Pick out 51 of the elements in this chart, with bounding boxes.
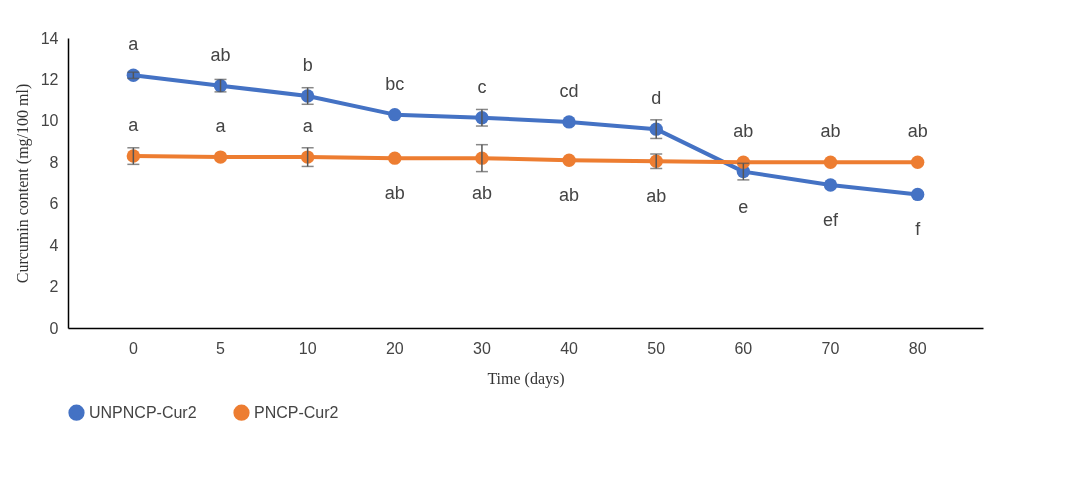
annotation: ab — [733, 121, 754, 142]
point — [388, 107, 402, 122]
annotation: ef — [822, 210, 839, 231]
legend-label: PNCP-Cur2 — [254, 403, 339, 421]
annotation: a — [215, 116, 227, 137]
annotation: a — [128, 115, 140, 136]
annotation: b — [302, 55, 313, 75]
point — [562, 153, 576, 167]
annotation: ab — [907, 121, 928, 142]
x-axis-title: Time (days) — [487, 369, 565, 388]
annotation: ab — [820, 121, 841, 142]
y-tick-label: 6 — [49, 195, 59, 213]
annotation: ab — [384, 183, 405, 204]
x-tick-label: 30 — [473, 339, 491, 357]
annotation: ab — [559, 185, 580, 206]
point — [823, 155, 838, 169]
x-tick-label: 0 — [128, 339, 138, 357]
x-tick-label: 50 — [647, 339, 666, 357]
x-tick-label: 10 — [298, 339, 317, 357]
annotation: f — [915, 219, 922, 240]
annotation: cd — [559, 80, 579, 101]
annotation: bc — [385, 73, 405, 94]
point — [388, 151, 402, 165]
y-axis-title: Curcumin content (mg/100 ml) — [13, 83, 32, 284]
x-tick-label: 80 — [908, 339, 927, 357]
legend-label: UNPNCP-Cur2 — [89, 403, 197, 421]
point — [910, 187, 925, 202]
x-tick-label: 20 — [385, 339, 404, 357]
y-tick-label: 14 — [40, 29, 59, 47]
y-tick-label: 2 — [49, 278, 59, 296]
annotation: d — [651, 88, 662, 109]
x-tick-label: 70 — [821, 339, 840, 357]
annotation: ab — [646, 186, 667, 207]
x-tick-label: 60 — [734, 339, 753, 357]
y-tick-label: 10 — [40, 112, 59, 130]
y-tick-label: 4 — [49, 236, 59, 254]
point — [213, 150, 228, 164]
annotation: a — [128, 34, 140, 55]
x-tick-label: 40 — [560, 339, 579, 357]
annotation: a — [302, 116, 314, 137]
point — [823, 178, 838, 192]
y-tick-label: 8 — [49, 153, 59, 171]
x-tick-label: 5 — [216, 339, 226, 357]
annotation: ab — [210, 44, 231, 65]
y-tick-label: 0 — [49, 319, 59, 337]
annotation: ab — [471, 183, 492, 204]
y-tick-label: 12 — [40, 70, 59, 88]
point — [910, 155, 925, 169]
point — [562, 115, 576, 129]
annotation: e — [738, 196, 749, 217]
annotation: c — [477, 76, 487, 97]
